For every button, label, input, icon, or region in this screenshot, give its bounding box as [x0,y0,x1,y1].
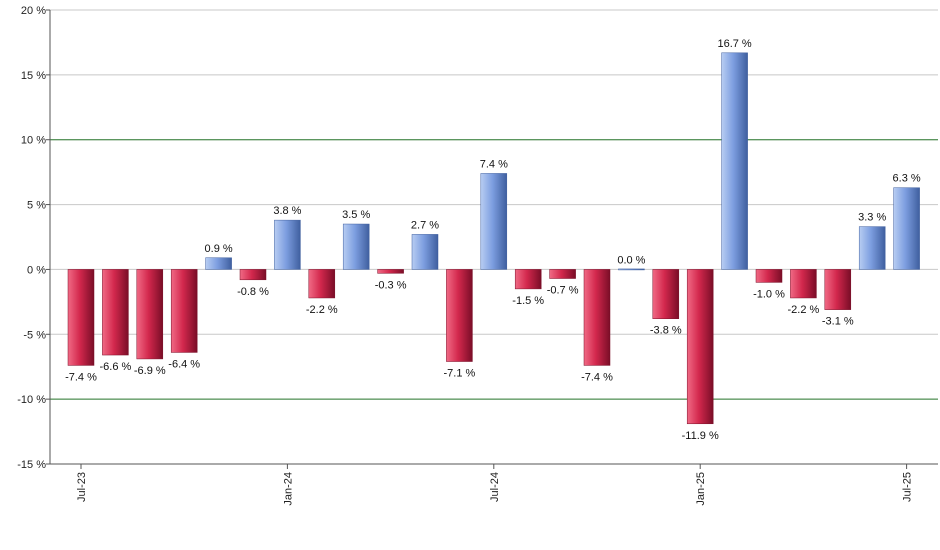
bar-nov-24 [618,268,645,271]
bar-jul-23 [67,269,95,366]
bar-nov-23 [205,257,232,270]
bar-apr-24 [377,269,404,274]
reference-lines [50,139,938,400]
bar-feb-25 [721,52,748,270]
bar-jun-25 [858,226,886,270]
data-label-jun-24: -7.1 % [444,368,476,380]
data-label-jan-24: 3.8 % [273,205,301,217]
bar-mar-25 [755,269,783,283]
bar-jan-24 [274,219,301,270]
data-label-jan-25: -11.9 % [682,430,719,442]
data-label-aug-23: -6.6 % [100,361,132,373]
y-tick-label: -15 % [17,459,46,471]
data-label-jul-25: 6.3 % [893,173,921,185]
data-label-mar-25: -1.0 % [753,288,785,300]
bar-oct-24 [583,269,611,366]
data-label-apr-24: -0.3 % [375,279,407,291]
y-tick-label: 15 % [21,70,46,82]
data-label-apr-25: -2.2 % [788,304,820,316]
data-label-jul-23: -7.4 % [65,371,97,383]
bar-sep-24 [549,269,576,279]
bar-jun-24 [446,269,473,362]
data-label-nov-24: 0.0 % [617,254,645,266]
y-tick-label: -10 % [17,394,46,406]
data-label-mar-24: 3.5 % [342,209,370,221]
x-tick-label: Jan-24 [282,472,294,506]
data-labels: -7.4 %-6.6 % -6.9 %-6.4 %0.9 %-0.8 %3.8 %… [65,38,921,442]
bar-oct-23 [170,269,198,353]
x-tick-label: Jul-23 [76,472,88,502]
bar-aug-23 [102,269,129,356]
x-tick-label: Jan-25 [695,472,707,506]
bar-may-24 [411,234,439,270]
y-axis-ticks: 20 % 15 % 10 % 5 % 0 % -5 % -10 % -15 % [17,5,50,471]
data-label-oct-24: -7.4 % [581,371,613,383]
data-label-jul-24: 7.4 % [480,158,508,170]
bar-sep-23 [136,269,164,360]
data-label-may-24: 2.7 % [411,219,439,231]
data-label-aug-24: -1.5 % [512,295,544,307]
data-label-sep-23: -6.9 % [134,365,166,377]
bars [67,52,920,425]
bar-jul-25 [893,187,920,270]
bar-dec-23 [239,269,267,281]
bar-jan-25 [686,269,714,425]
data-label-nov-23: 0.9 % [205,243,233,255]
bar-may-25 [824,269,852,310]
data-label-jun-25: 3.3 % [858,212,886,224]
x-tick-label: Jul-25 [902,472,914,502]
data-label-may-25: -3.1 % [822,316,854,328]
data-label-oct-23: -6.4 % [168,358,200,370]
data-label-feb-24: -2.2 % [306,304,338,316]
y-tick-label: -5 % [23,329,46,341]
bar-mar-24 [342,223,370,270]
y-tick-label: 20 % [21,5,46,17]
y-tick-label: 0 % [27,264,46,276]
bar-dec-24 [652,269,680,319]
data-label-dec-24: -3.8 % [650,325,682,337]
bar-aug-24 [514,269,542,290]
y-tick-label: 10 % [21,135,46,147]
bar-feb-24 [308,269,336,299]
data-label-dec-23: -0.8 % [237,286,269,298]
data-label-sep-24: -0.7 % [547,285,579,297]
y-tick-label: 5 % [27,200,46,212]
bar-jul-24 [480,173,508,270]
x-axis-ticks: Jul-23 Jan-24 Jul-24 Jan-25 Jul-25 [76,464,914,506]
x-tick-label: Jul-24 [489,472,501,502]
data-label-feb-25: 16.7 % [717,38,751,50]
bar-apr-25 [790,269,817,299]
